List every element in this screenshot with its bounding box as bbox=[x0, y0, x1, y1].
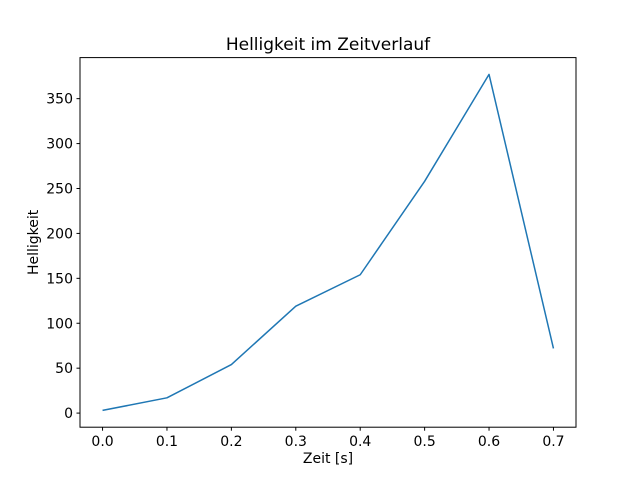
x-tick-label: 0.0 bbox=[91, 434, 113, 450]
x-axis-label: Zeit [s] bbox=[303, 451, 353, 467]
chart-title: Helligkeit im Zeitverlauf bbox=[226, 35, 431, 55]
y-tick-label: 50 bbox=[55, 361, 73, 377]
plot-frame bbox=[79, 57, 577, 428]
x-tick-label: 0.3 bbox=[285, 434, 307, 450]
data-line bbox=[102, 73, 555, 412]
y-tick-label: 0 bbox=[64, 406, 73, 422]
plot-area bbox=[80, 57, 576, 428]
y-axis-label: Helligkeit bbox=[26, 209, 42, 275]
y-tick-label: 100 bbox=[46, 316, 73, 332]
y-tick-label: 150 bbox=[46, 271, 73, 287]
x-tick-label: 0.1 bbox=[156, 434, 178, 450]
y-axis-ticks: 0 50 100 150 200 250 300 350 bbox=[46, 92, 80, 422]
x-tick-label: 0.7 bbox=[542, 434, 564, 450]
x-tick-label: 0.5 bbox=[413, 434, 435, 450]
x-tick-label: 0.2 bbox=[220, 434, 242, 450]
y-tick-label: 350 bbox=[46, 92, 73, 108]
y-tick-label: 200 bbox=[46, 226, 73, 242]
x-tick-label: 0.4 bbox=[349, 434, 371, 450]
x-tick-label: 0.6 bbox=[478, 434, 500, 450]
y-tick-label: 250 bbox=[46, 181, 73, 197]
x-axis-ticks: 0.0 0.1 0.2 0.3 0.4 0.5 0.6 0.7 bbox=[91, 427, 565, 450]
y-tick-label: 300 bbox=[46, 137, 73, 153]
